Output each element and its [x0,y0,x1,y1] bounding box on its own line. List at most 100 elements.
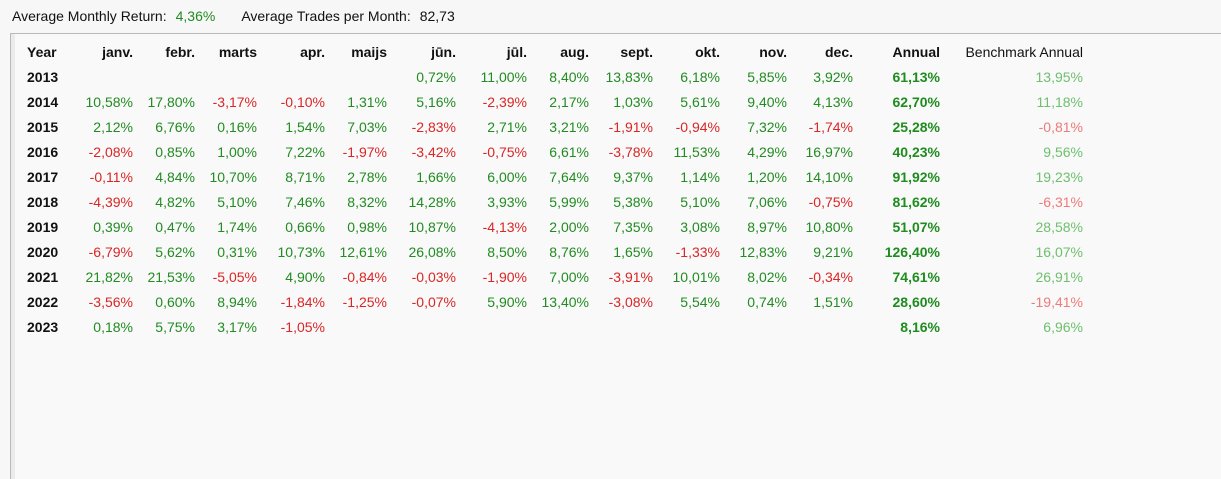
column-header[interactable]: marts [218,43,257,60]
month-return-cell: 5,16% [416,93,456,110]
month-return-cell: -1,90% [482,268,527,285]
column-header[interactable]: Year [27,43,57,60]
table-row[interactable]: 2017 -0,11% 4,84% 10,70% 8,71% 2,78% 1,66% 6,00… [15,164,1083,189]
month-return-cell: 3,08% [680,218,720,235]
month-return-cell: 8,71% [285,168,325,185]
column-header[interactable]: apr. [300,43,325,60]
benchmark-annual-cell: -19,41% [1030,293,1083,310]
month-return-cell: 10,01% [672,268,720,285]
month-return-cell: -3,91% [608,268,653,285]
month-return-cell: 4,84% [155,168,195,185]
column-header[interactable]: janv. [102,43,133,60]
month-return-cell: -0,84% [342,268,387,285]
column-header[interactable]: aug. [560,43,589,60]
column-header[interactable]: maijs [351,43,387,60]
month-return-cell: 1,00% [217,143,257,160]
month-return-cell: 21,53% [147,268,195,285]
benchmark-annual-cell: 9,56% [1043,143,1083,160]
month-return-cell: 1,20% [747,168,787,185]
month-return-cell: -0,34% [808,268,853,285]
annual-return-cell: 62,70% [892,93,940,110]
month-return-cell: 26,08% [408,243,456,260]
month-return-cell [527,314,589,339]
month-return-cell: -1,05% [280,318,325,335]
column-header[interactable]: Annual [892,43,940,60]
benchmark-annual-cell: 11,18% [1036,93,1083,110]
month-return-cell: -1,84% [280,293,325,310]
annual-return-cell: 74,61% [892,268,940,285]
table-row[interactable]: 2023 0,18% 5,75% 3,17% -1,05% 8,16% 6,96% [15,314,1083,339]
month-return-cell: 8,97% [747,218,787,235]
table-row[interactable]: 2022 -3,56% 0,60% 8,94% -1,84% -1,25% -0,07% 5,… [15,289,1083,314]
month-return-cell: 16,97% [805,143,853,160]
month-return-cell: 11,00% [480,68,527,85]
column-header[interactable]: jūn. [431,43,456,60]
column-header[interactable]: sept. [620,43,653,60]
month-return-cell: 5,61% [680,93,720,110]
month-return-cell: 0,39% [93,218,133,235]
annual-return-cell: 126,40% [884,243,940,260]
month-return-cell: 2,17% [549,93,589,110]
month-return-cell: 5,54% [680,293,720,310]
month-return-cell: 1,54% [285,118,325,135]
month-return-cell: -3,78% [608,143,653,160]
month-return-cell: 10,73% [277,243,325,260]
avg-trades-value: 82,73 [419,8,455,24]
month-return-cell: 6,18% [680,68,720,85]
month-return-cell: -1,91% [608,118,653,135]
month-return-cell: 5,90% [487,293,527,310]
month-return-cell: 7,32% [747,118,787,135]
month-return-cell: 0,98% [347,218,387,235]
month-return-cell: -2,08% [88,143,133,160]
month-return-cell: 1,65% [613,243,653,260]
month-return-cell: 8,32% [347,193,387,210]
annual-return-cell: 25,28% [892,118,940,135]
month-return-cell: 10,58% [85,93,133,110]
month-return-cell: -0,03% [411,268,456,285]
column-header[interactable]: jūl. [506,43,527,60]
column-header[interactable]: nov. [759,43,787,60]
benchmark-annual-cell: -6,31% [1038,193,1083,210]
month-return-cell [720,314,787,339]
month-return-cell: -2,39% [482,93,527,110]
month-return-cell: 8,02% [747,268,787,285]
benchmark-annual-cell: 19,23% [1035,168,1083,185]
column-header[interactable]: febr. [165,43,195,60]
year-cell: 2019 [27,218,59,235]
month-return-cell: 7,22% [285,143,325,160]
month-return-cell: -3,42% [411,143,456,160]
table-row[interactable]: 2013 0,72% 11,00% 8,40% 13,83% 6,18% 5,85% 3,92… [15,64,1083,89]
table-body: 2013 0,72% 11,00% 8,40% 13,83% 6,18% 5,85% 3,92… [15,64,1083,339]
year-cell: 2013 [27,68,59,85]
month-return-cell: 1,03% [613,93,653,110]
month-return-cell: 10,80% [805,218,853,235]
monthly-returns-panel[interactable]: Year janv. febr. marts apr. maijs jūn. jūl. aug.… [10,33,1221,479]
table-row[interactable]: 2015 2,12% 6,76% 0,16% 1,54% 7,03% -2,83% 2,71%… [15,114,1083,139]
table-row[interactable]: 2021 21,82% 21,53% -5,05% 4,90% -0,84% -0,03% -… [15,264,1083,289]
year-cell: 2021 [27,268,59,285]
month-return-cell: 2,12% [93,118,133,135]
table-row[interactable]: 2020 -6,79% 5,62% 0,31% 10,73% 12,61% 26,08% 8,… [15,239,1083,264]
month-return-cell: 13,83% [605,68,653,85]
column-header[interactable]: dec. [824,43,853,60]
month-return-cell [133,64,195,89]
month-return-cell [589,314,653,339]
column-header[interactable]: okt. [695,43,720,60]
avg-monthly-return-label: Average Monthly Return: [12,8,167,24]
annual-return-cell: 51,07% [892,218,940,235]
table-row[interactable]: 2016 -2,08% 0,85% 1,00% 7,22% -1,97% -3,42% -0,… [15,139,1083,164]
month-return-cell: -0,75% [808,193,853,210]
month-return-cell: 5,10% [680,193,720,210]
month-return-cell [387,314,456,339]
month-return-cell [653,314,720,339]
month-return-cell: 5,85% [747,68,787,85]
year-cell: 2016 [27,143,59,160]
benchmark-annual-cell: 6,96% [1043,318,1083,335]
month-return-cell: 7,46% [285,193,325,210]
column-header[interactable]: Benchmark Annual [965,43,1083,60]
table-row[interactable]: 2018 -4,39% 4,82% 5,10% 7,46% 8,32% 14,28% 3,93… [15,189,1083,214]
month-return-cell: 5,10% [217,193,257,210]
table-row[interactable]: 2014 10,58% 17,80% -3,17% -0,10% 1,31% 5,16% -2… [15,89,1083,114]
month-return-cell: 10,87% [408,218,456,235]
table-row[interactable]: 2019 0,39% 0,47% 1,74% 0,66% 0,98% 10,87% -4,13… [15,214,1083,239]
